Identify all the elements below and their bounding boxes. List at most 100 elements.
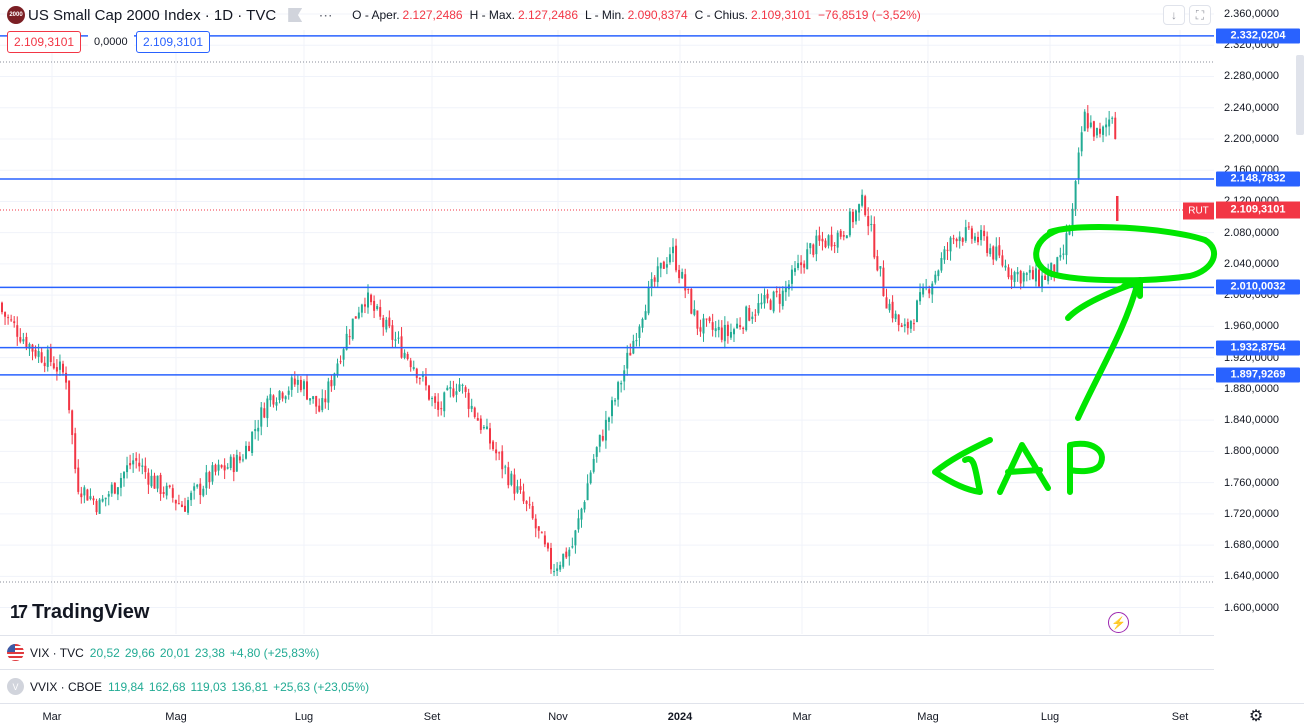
candle-body [909, 320, 912, 329]
time-tick-label: 2024 [667, 711, 693, 723]
candle-body [339, 361, 342, 363]
pane-change: +4,80 (+25,83%) [229, 645, 320, 660]
candle-body [870, 223, 873, 226]
scroll-handle[interactable] [1296, 55, 1304, 135]
symbol-title[interactable]: US Small Cap 2000 Index · 1D · TVC [28, 6, 277, 24]
level-price-label[interactable]: 1.932,8754 [1216, 340, 1300, 356]
candle-body [754, 314, 757, 316]
candle-body [119, 477, 122, 488]
candle-body [1010, 275, 1013, 280]
candle-body [989, 248, 992, 255]
ohlc-value: 2.090,8374 [627, 8, 688, 22]
candle-body [607, 417, 610, 422]
level-price-label[interactable]: 1.897,9269 [1216, 367, 1300, 383]
price-tick-label: 2.280,0000 [1224, 70, 1280, 83]
candle-body [775, 290, 778, 293]
level-price-label[interactable]: 2.148,7832 [1216, 171, 1300, 187]
candle-body [1001, 255, 1004, 266]
candle-body [583, 502, 586, 510]
flag-icon[interactable] [288, 8, 303, 22]
candle-body [812, 244, 815, 255]
candle-body [809, 243, 812, 249]
price-axis[interactable]: 2.360,0000 2.320,0000 2.280,0000 2.240,0000… [1214, 0, 1304, 634]
candle-body [928, 289, 931, 294]
candle-body [1053, 264, 1056, 275]
candle-body [351, 318, 354, 339]
candle-body [729, 331, 732, 338]
candle-body [635, 340, 638, 342]
candle-body [766, 293, 769, 299]
candle-body [699, 327, 702, 332]
fullscreen-icon[interactable]: ⛶ [1189, 5, 1211, 25]
candle-body [257, 427, 260, 432]
candle-body [794, 268, 796, 272]
candle-body [37, 350, 40, 357]
vvix-pane[interactable]: V VVIX · CBOE 119,84 162,68 119,03 136,8… [0, 669, 1214, 703]
candle-body [498, 452, 501, 454]
candle-body [385, 319, 388, 330]
candle-body [284, 396, 287, 400]
level-price-label[interactable]: 2.332,0204 [1216, 28, 1300, 44]
candle-body [556, 568, 559, 571]
settings-gear-icon[interactable]: ⚙ [1248, 708, 1264, 725]
candle-body [992, 246, 995, 260]
price-tick-label: 1.720,0000 [1224, 507, 1280, 520]
ohlc-value: 2.127,2486 [517, 8, 578, 22]
candle-body [601, 435, 604, 441]
candle-body [7, 317, 10, 319]
candle-body [797, 263, 800, 268]
candle-body [513, 474, 516, 494]
time-axis[interactable]: Mar Mag Lug Set Nov 2024 Mar Mag Lug Set [0, 703, 1304, 728]
candle-body [1074, 181, 1077, 210]
more-options-icon[interactable]: ⋯ [318, 6, 333, 23]
candle-body [68, 380, 71, 411]
vix-pane[interactable]: VIX · TVC 20,52 29,66 20,01 23,38 +4,80 … [0, 635, 1214, 669]
candle-body [28, 343, 31, 349]
candle-body [367, 292, 369, 308]
price-tick-label: 2.360,0000 [1224, 8, 1280, 20]
candle-body [165, 485, 168, 496]
candle-body [333, 373, 336, 386]
candle-body [961, 238, 964, 242]
candle-body [245, 445, 247, 459]
buy-price-pill[interactable]: 2.109,3101 [136, 31, 211, 53]
candle-body [668, 254, 671, 263]
candle-body [1102, 126, 1105, 135]
candle-body [534, 518, 537, 529]
candle-body [626, 352, 629, 369]
candle-body [723, 324, 726, 342]
candle-body [80, 493, 83, 498]
download-icon[interactable]: ↓ [1163, 5, 1185, 25]
candle-body [135, 458, 138, 461]
candle-body [1056, 257, 1059, 275]
pane-value: 162,68 [148, 679, 186, 694]
candle-body [546, 543, 549, 549]
candle-body [958, 236, 961, 242]
candle-body [531, 505, 534, 519]
candle-body [952, 238, 955, 240]
candle-body [617, 382, 620, 400]
candle-body [790, 269, 793, 284]
lightning-icon[interactable]: ⚡ [1108, 612, 1129, 633]
candle-body [58, 361, 61, 370]
candle-body [672, 246, 674, 254]
ohlc-value: 2.109,3101 [750, 8, 812, 22]
candle-body [803, 263, 806, 268]
level-price-label[interactable]: 2.010,0032 [1216, 279, 1300, 295]
candle-body [977, 236, 979, 243]
candle-body [830, 234, 833, 247]
candle-body [223, 465, 226, 471]
candle-body [894, 313, 897, 320]
candle-body [553, 571, 556, 573]
price-tick-label: 1.960,0000 [1224, 320, 1280, 333]
sell-price-pill[interactable]: 2.109,3101 [7, 31, 82, 53]
candle-body [562, 553, 565, 567]
candle-body [659, 262, 662, 269]
candle-body [229, 456, 232, 468]
symbol-logo[interactable]: 2000 [7, 6, 25, 24]
pane-value: 29,66 [124, 645, 155, 660]
candle-body [327, 381, 330, 403]
tradingview-logo[interactable]: 17 TradingView [10, 601, 149, 624]
candle-body [574, 530, 577, 546]
candle-body [543, 535, 546, 545]
